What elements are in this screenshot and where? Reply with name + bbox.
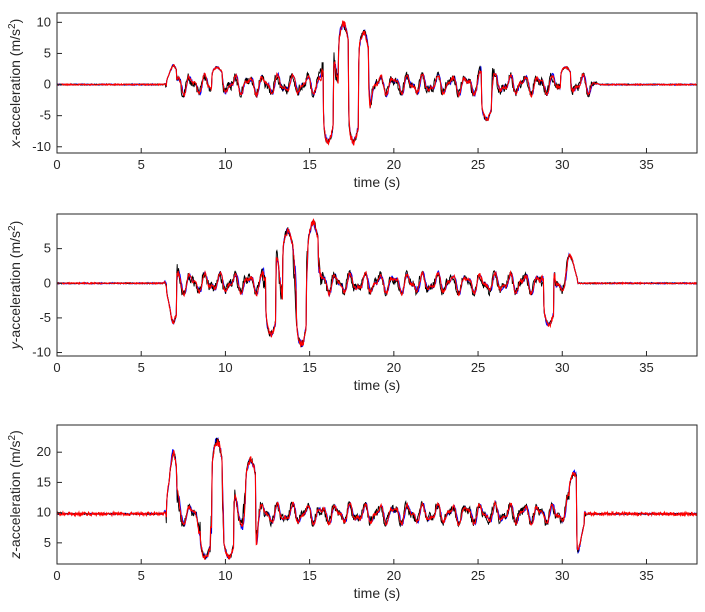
z-acceleration-y-tick-label: 5 — [44, 535, 51, 550]
y-acceleration-ylabel-text: -acceleration (m/s — [7, 231, 23, 342]
y-acceleration-x-tick-label: 0 — [53, 360, 60, 375]
z-acceleration-series-black — [57, 437, 697, 560]
z-acceleration-x-tick-label: 15 — [302, 568, 316, 583]
x-acceleration-x-ticks: 0 5 10 15 20 25 30 35 — [53, 148, 654, 172]
z-acceleration-ylabel-sup: 2 — [7, 434, 18, 440]
z-acceleration-x-tick-label: 10 — [218, 568, 232, 583]
z-acceleration-traces — [57, 437, 697, 560]
x-acceleration-plot-frame — [56, 12, 698, 154]
x-acceleration-x-tick-label: 20 — [387, 157, 401, 172]
z-acceleration-y-tick-label: 10 — [37, 505, 51, 520]
y-acceleration-ylabel: y-acceleration (m/s2) — [7, 221, 24, 351]
y-acceleration-x-ticks: 0 5 10 15 20 25 30 35 — [53, 351, 654, 375]
x-acceleration-y-ticks: -10 -5 0 5 10 — [32, 14, 62, 154]
y-acceleration-panel: 0 5 10 15 20 25 30 35 -10 -5 0 5 time (s) y-accele… — [7, 213, 698, 393]
x-acceleration-x-tick-label: 5 — [138, 157, 145, 172]
z-acceleration-panel: 0 5 10 15 20 25 30 35 5 10 15 20 time (s) z-accele… — [7, 424, 698, 601]
x-acceleration-x-tick-label: 30 — [555, 157, 569, 172]
z-acceleration-y-tick-label: 15 — [37, 474, 51, 489]
y-acceleration-x-tick-label: 25 — [471, 360, 485, 375]
x-acceleration-x-tick-label: 0 — [53, 157, 60, 172]
y-acceleration-traces — [57, 218, 697, 348]
y-acceleration-series-red — [57, 218, 697, 348]
y-acceleration-y-ticks: -10 -5 0 5 — [32, 241, 62, 360]
z-acceleration-y-tick-label: 20 — [37, 444, 51, 459]
x-acceleration-x-tick-label: 35 — [639, 157, 653, 172]
x-acceleration-y-tick-label: 0 — [44, 77, 51, 92]
z-acceleration-ylabel: z-acceleration (m/s2) — [7, 430, 24, 560]
y-acceleration-x-tick-label: 15 — [302, 360, 316, 375]
y-acceleration-y-tick-label: -5 — [39, 310, 51, 325]
x-acceleration-x-tick-label: 15 — [302, 157, 316, 172]
y-acceleration-y-tick-label: -10 — [32, 345, 51, 360]
x-acceleration-series-red — [57, 20, 697, 146]
x-acceleration-y-tick-label: 10 — [37, 14, 51, 29]
x-acceleration-panel: 0 5 10 15 20 25 30 35 -10 -5 0 5 10 time (s) x-acce… — [7, 12, 698, 190]
y-acceleration-ylabel-axis: y — [7, 341, 23, 350]
x-acceleration-y-tick-label: -5 — [39, 108, 51, 123]
z-acceleration-x-tick-label: 25 — [471, 568, 485, 583]
z-acceleration-x-tick-label: 35 — [639, 568, 653, 583]
y-acceleration-x-tick-label: 35 — [639, 360, 653, 375]
y-acceleration-x-tick-label: 10 — [218, 360, 232, 375]
x-acceleration-ylabel-sup: 2 — [7, 23, 18, 29]
z-acceleration-x-tick-label: 0 — [53, 568, 60, 583]
x-acceleration-ylabel-text: -acceleration (m/s — [7, 29, 23, 140]
y-acceleration-xlabel: time (s) — [354, 377, 401, 393]
x-acceleration-traces — [57, 20, 697, 146]
z-acceleration-x-tick-label: 30 — [555, 568, 569, 583]
z-acceleration-x-tick-label: 20 — [387, 568, 401, 583]
x-acceleration-ylabel: x-acceleration (m/s2) — [7, 19, 24, 149]
x-acceleration-x-tick-label: 25 — [471, 157, 485, 172]
x-acceleration-y-tick-label: -10 — [32, 139, 51, 154]
y-acceleration-y-tick-label: 5 — [44, 241, 51, 256]
z-acceleration-x-tick-label: 5 — [138, 568, 145, 583]
x-acceleration-y-tick-label: 5 — [44, 45, 51, 60]
z-acceleration-x-ticks: 0 5 10 15 20 25 30 35 — [53, 559, 654, 583]
z-acceleration-ylabel-text: -acceleration (m/s — [7, 440, 23, 551]
z-acceleration-ylabel-axis: z — [7, 552, 23, 560]
z-acceleration-plot-frame — [56, 424, 698, 565]
y-acceleration-plot-frame — [56, 213, 698, 357]
x-acceleration-ylabel-axis: x — [7, 139, 23, 148]
z-acceleration-series-blue — [57, 437, 697, 560]
x-acceleration-ylabel-close: ) — [7, 19, 23, 24]
x-acceleration-xlabel: time (s) — [354, 174, 401, 190]
y-acceleration-ylabel-close: ) — [7, 221, 23, 226]
z-acceleration-y-ticks: 5 10 15 20 — [37, 444, 62, 550]
y-acceleration-x-tick-label: 5 — [138, 360, 145, 375]
y-acceleration-y-tick-label: 0 — [44, 275, 51, 290]
z-acceleration-series-red — [57, 438, 697, 560]
z-acceleration-ylabel-close: ) — [7, 430, 23, 435]
y-acceleration-x-tick-label: 20 — [387, 360, 401, 375]
y-acceleration-ylabel-sup: 2 — [7, 225, 18, 231]
x-acceleration-x-tick-label: 10 — [218, 157, 232, 172]
y-acceleration-x-tick-label: 30 — [555, 360, 569, 375]
z-acceleration-xlabel: time (s) — [354, 585, 401, 601]
